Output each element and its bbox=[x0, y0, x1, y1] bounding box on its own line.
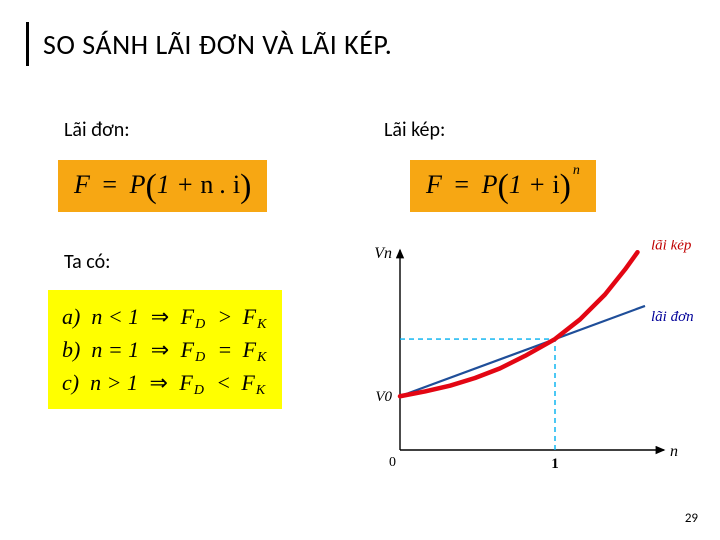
slide-title: SO SÁNH LÃI ĐƠN VÀ LÃI KÉP. bbox=[43, 27, 392, 62]
formula-lhs: F bbox=[74, 170, 90, 200]
page-number: 29 bbox=[685, 511, 698, 526]
row-tag: a) bbox=[62, 304, 80, 329]
implies-icon: ⇒ bbox=[149, 370, 167, 395]
condition-row-c: c) n > 1 ⇒ FD < FK bbox=[62, 366, 268, 399]
conditions-box: a) n < 1 ⇒ FD > FK b) n = 1 ⇒ FD = FK c)… bbox=[48, 290, 282, 409]
implies-icon: ⇒ bbox=[151, 304, 169, 329]
rel-op: > bbox=[219, 304, 231, 329]
condition-row-a: a) n < 1 ⇒ FD > FK bbox=[62, 300, 268, 333]
rel-op: < bbox=[217, 370, 229, 395]
title-accent-bar bbox=[26, 22, 29, 66]
subheading-we-have: Ta có: bbox=[64, 250, 110, 274]
implies-icon: ⇒ bbox=[151, 337, 169, 362]
fd: FD bbox=[181, 337, 208, 362]
row-tag: b) bbox=[62, 337, 80, 362]
fd: FD bbox=[181, 304, 208, 329]
svg-text:lãi đơn: lãi đơn bbox=[651, 309, 694, 325]
subheading-compound-interest: Lãi kép: bbox=[384, 118, 445, 142]
formula-p: P bbox=[130, 170, 146, 200]
formula-simple-interest: F = P ( 1 + n . i ) bbox=[58, 160, 267, 212]
equals-sign: = bbox=[448, 170, 476, 200]
condition-row-b: b) n = 1 ⇒ FD = FK bbox=[62, 333, 268, 366]
interest-comparison-chart: 0 n Vn 1 V0 lãi kép lãi đơn bbox=[360, 240, 700, 490]
subheading-simple-interest: Lãi đơn: bbox=[64, 118, 130, 142]
fk: FK bbox=[241, 370, 267, 395]
formula-exponent: n bbox=[573, 163, 580, 179]
formula-p: P bbox=[482, 170, 498, 200]
svg-text:Vn: Vn bbox=[374, 245, 392, 262]
svg-text:V0: V0 bbox=[375, 389, 392, 405]
fk: FK bbox=[243, 304, 269, 329]
svg-text:1: 1 bbox=[551, 456, 559, 472]
formula-inner: 1 + i bbox=[509, 170, 560, 200]
equals-sign: = bbox=[96, 170, 124, 200]
fd: FD bbox=[179, 370, 206, 395]
fk: FK bbox=[243, 337, 269, 362]
formula-lhs: F bbox=[426, 170, 442, 200]
formula-inner: 1 + n . i bbox=[157, 170, 240, 200]
slide-title-bar: SO SÁNH LÃI ĐƠN VÀ LÃI KÉP. bbox=[26, 22, 392, 66]
cond-expr: n > 1 bbox=[85, 370, 138, 395]
cond-expr: n = 1 bbox=[86, 337, 139, 362]
formula-compound-interest: F = P ( 1 + i ) n bbox=[410, 160, 596, 212]
row-tag: c) bbox=[62, 370, 79, 395]
svg-text:lãi kép: lãi kép bbox=[651, 240, 692, 254]
cond-expr: n < 1 bbox=[86, 304, 139, 329]
rel-op: = bbox=[219, 337, 231, 362]
svg-text:n: n bbox=[670, 443, 678, 460]
svg-text:0: 0 bbox=[389, 455, 396, 470]
